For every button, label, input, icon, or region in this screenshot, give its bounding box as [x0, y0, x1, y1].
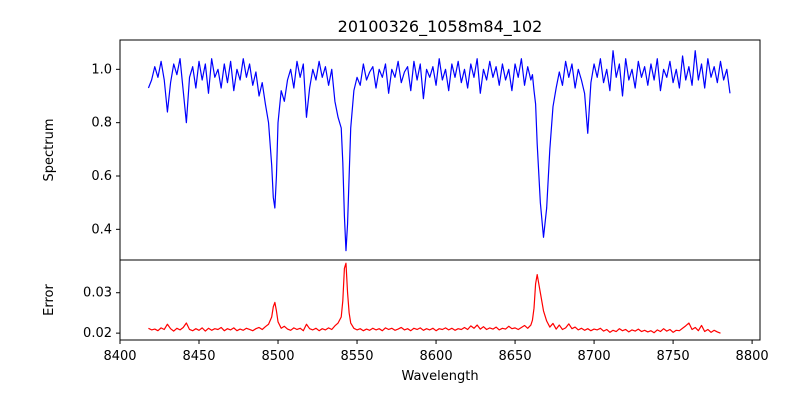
- error-series-line: [148, 262, 721, 334]
- spectrum-y-axis-label: Spectrum: [42, 119, 57, 182]
- x-axis-label: Wavelength: [401, 369, 478, 384]
- x-tick-label: 8800: [736, 349, 769, 364]
- error-y-tick-label: 0.02: [83, 326, 112, 341]
- x-tick-label: 8600: [420, 349, 453, 364]
- x-tick-label: 8700: [578, 349, 611, 364]
- x-tick-label: 8750: [657, 349, 690, 364]
- spectrum-y-tick-label: 0.8: [91, 116, 112, 131]
- panels: 0.4 0.6 0.8 1.0 Spectrum 0.02 0.03 Error 8400 845…: [42, 39, 769, 364]
- x-axis: 8400 8450 8500 8550 8600 8650 8700 8750 8800: [103, 340, 769, 364]
- x-tick-label: 8400: [103, 349, 136, 364]
- error-y-tick-label: 0.03: [83, 286, 112, 301]
- error-y-axis-label: Error: [42, 284, 57, 316]
- x-tick-label: 8500: [261, 349, 294, 364]
- x-tick-label: 8450: [182, 349, 215, 364]
- spectrum-series-line: [147, 50, 731, 252]
- x-tick-label: 8650: [499, 349, 532, 364]
- chart-title: 20100326_1058m84_102: [338, 17, 543, 37]
- spectrum-y-tick-label: 0.6: [91, 169, 112, 184]
- error-panel: 0.02 0.03 Error: [42, 259, 761, 341]
- x-tick-label: 8550: [340, 349, 373, 364]
- spectrum-y-tick-label: 0.4: [91, 222, 112, 237]
- error-axes-frame: [119, 259, 761, 341]
- spectrum-y-tick-label: 1.0: [91, 62, 112, 77]
